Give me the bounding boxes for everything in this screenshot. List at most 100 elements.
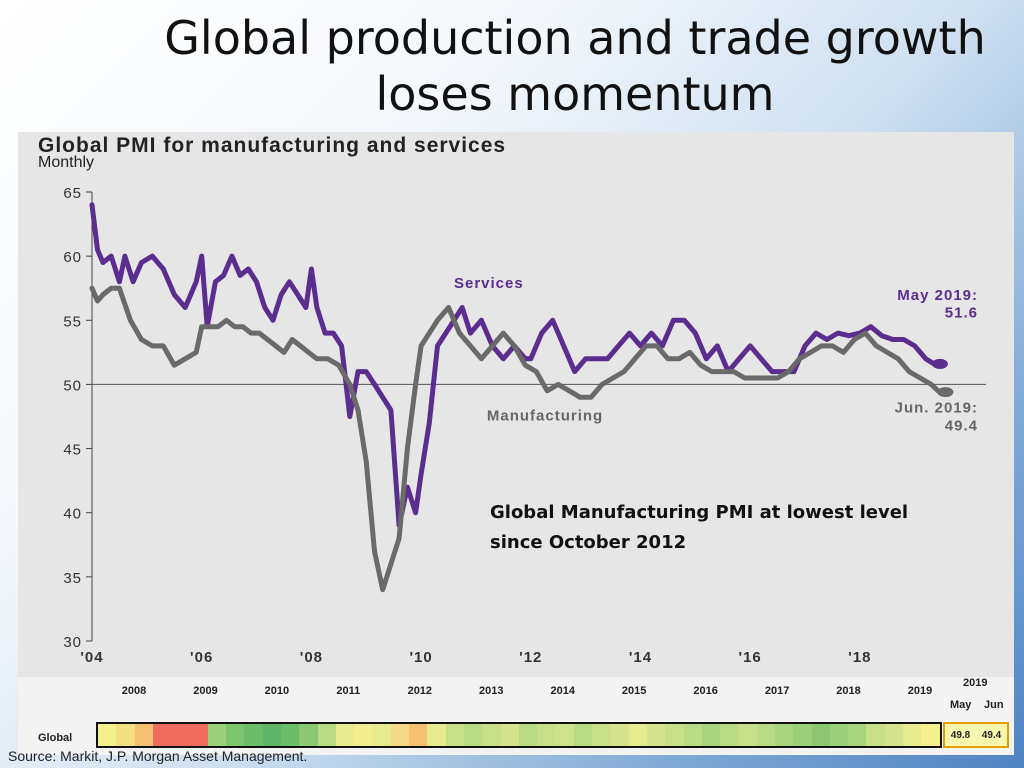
heatmap-year-label: 2008: [121, 685, 147, 697]
pmi-line-chart: 30 35 40 45 50 55 60 65 '04 '06 '08 '10 '12 '14 '16 '18…: [63, 185, 986, 666]
heatmap-cell: [811, 724, 830, 746]
recent-month-may: May: [950, 699, 972, 711]
heatmap-cell: [244, 724, 263, 746]
heatmap-cell: [848, 724, 867, 746]
heatmap-cell: [262, 724, 281, 746]
x-tick-label: '10: [409, 649, 432, 666]
annotation-text: Global Manufacturing PMI at lowest level…: [490, 498, 950, 558]
recent-values-box: 49.8 49.4: [943, 722, 1009, 748]
series-line-services: [89, 202, 937, 528]
heatmap-cell: [354, 724, 373, 746]
x-tick-label: '06: [190, 649, 213, 666]
slide-title: Global production and trade growth loses…: [164, 11, 986, 121]
heatmap-cell: [445, 724, 464, 746]
heatmap-cell: [317, 724, 336, 746]
heatmap-cell: [98, 724, 117, 746]
heatmap-cell: [116, 724, 135, 746]
heatmap-cell: [299, 724, 318, 746]
annotation-line-1: Global Manufacturing PMI at lowest level: [490, 502, 909, 523]
heatmap-cell: [774, 724, 794, 746]
heatmap-year-label: 2016: [693, 685, 718, 697]
heatmap-cell: [884, 724, 904, 746]
heatmap-cell: [829, 724, 849, 746]
heatmap-year-label: 2011: [336, 685, 361, 697]
services-label: Services: [454, 275, 524, 292]
heatmap-year-label: 2018: [836, 685, 861, 697]
heatmap-cell: [152, 724, 172, 746]
x-tick-label: '12: [519, 649, 542, 666]
heatmap-cell: [592, 724, 611, 746]
heatmap-cell: [738, 724, 757, 746]
heatmap-year-label: 2013: [479, 685, 504, 697]
heatmap-cell: [756, 724, 775, 746]
heatmap-cell: [573, 724, 593, 746]
y-tick-label: 45: [63, 442, 82, 459]
recent-value-jun: 49.4: [981, 729, 1002, 741]
pmi-heatmap-panel: 2008 2009 2010 2011 2012 2013 2014 2015 2016 2017…: [18, 677, 1014, 755]
heatmap-cell: [390, 724, 410, 746]
chart-subtitle: Monthly: [38, 154, 95, 171]
heatmap-cell: [903, 724, 922, 746]
jun-2019-label: Jun. 2019:: [895, 400, 978, 417]
heatmap-year-label: 2015: [621, 685, 647, 697]
y-tick-label: 60: [63, 249, 82, 266]
y-tick-label: 65: [63, 185, 82, 202]
heatmap-cell: [537, 724, 556, 746]
heatmap-cell: [793, 724, 812, 746]
heatmap-cell: [207, 724, 227, 746]
manufacturing-label: Manufacturing: [487, 407, 603, 424]
source-note: Source: Markit, J.P. Morgan Asset Manage…: [8, 748, 308, 764]
heatmap-cell: [189, 724, 208, 746]
heatmap-cell: [518, 724, 538, 746]
heatmap-bar: [96, 722, 942, 748]
recent-year-label: 2019: [963, 677, 988, 689]
heatmap-cell: [335, 724, 355, 746]
jun-2019-value: 49.4: [945, 418, 978, 435]
heatmap-year-label: 2009: [193, 685, 218, 697]
heatmap-year-label: 2010: [264, 685, 290, 697]
heatmap-cell: [610, 724, 629, 746]
heatmap-year-label: 2012: [407, 685, 433, 697]
heatmap-year-label: 2019: [907, 685, 933, 697]
y-tick-label: 40: [63, 506, 82, 523]
y-tick-label: 35: [63, 570, 82, 587]
series-line-manufacturing: [89, 285, 942, 593]
heatmap-row-label: Global: [38, 732, 73, 744]
pmi-chart-panel: 30 35 40 45 50 55 60 65 '04 '06 '08 '10 '12 '14 '16 '18…: [18, 132, 1014, 677]
chart-title: Global PMI for manufacturing and service…: [38, 134, 507, 157]
x-tick-label: '14: [629, 649, 652, 666]
heatmap-year-label: 2017: [764, 685, 790, 697]
x-tick-label: '18: [848, 649, 871, 666]
heatmap-cell: [226, 724, 245, 746]
heatmap-cell: [720, 724, 739, 746]
heatmap-cell: [372, 724, 391, 746]
heatmap-cell: [665, 724, 684, 746]
series-end-marker-manufacturing: [937, 387, 954, 398]
heatmap-cell: [500, 724, 519, 746]
heatmap-cell: [482, 724, 501, 746]
y-tick-label: 30: [63, 634, 82, 651]
heatmap-cell: [134, 724, 153, 746]
heatmap-cell: [701, 724, 721, 746]
x-tick-label: '16: [739, 649, 762, 666]
annotation-line-2: since October 2012: [490, 532, 687, 553]
series-end-marker-services: [931, 358, 948, 369]
heatmap-cell: [921, 724, 940, 746]
heatmap-cell: [409, 724, 428, 746]
heatmap-year-label: 2014: [550, 685, 575, 697]
may-2019-value: 51.6: [945, 305, 978, 322]
heatmap-cell: [628, 724, 647, 746]
x-tick-label: '04: [80, 649, 103, 666]
heatmap-cell: [280, 724, 300, 746]
x-tick-label: '08: [300, 649, 323, 666]
recent-value-may: 49.8: [950, 729, 971, 741]
heatmap-cell: [683, 724, 702, 746]
heatmap-cell: [171, 724, 190, 746]
heatmap-cell: [555, 724, 574, 746]
y-tick-label: 55: [63, 313, 82, 330]
y-tick-label: 50: [63, 377, 82, 394]
heatmap-cell: [866, 724, 885, 746]
heatmap-cell: [646, 724, 666, 746]
recent-month-jun: Jun: [984, 699, 1004, 711]
heatmap-cell: [427, 724, 446, 746]
